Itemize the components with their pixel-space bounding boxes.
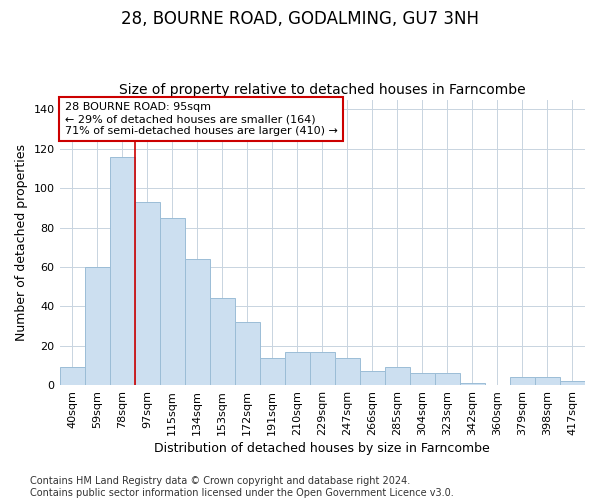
Text: Contains HM Land Registry data © Crown copyright and database right 2024.
Contai: Contains HM Land Registry data © Crown c… <box>30 476 454 498</box>
Bar <box>460 383 485 385</box>
Bar <box>285 352 310 385</box>
Bar <box>310 352 335 385</box>
Bar <box>385 368 410 385</box>
Bar <box>235 322 260 385</box>
Bar <box>335 358 360 385</box>
Title: Size of property relative to detached houses in Farncombe: Size of property relative to detached ho… <box>119 83 526 97</box>
Bar <box>85 267 110 385</box>
Bar <box>209 298 235 385</box>
Bar <box>535 377 560 385</box>
Bar <box>59 368 85 385</box>
Bar <box>360 372 385 385</box>
Bar <box>510 377 535 385</box>
Y-axis label: Number of detached properties: Number of detached properties <box>15 144 28 341</box>
Text: 28 BOURNE ROAD: 95sqm
← 29% of detached houses are smaller (164)
71% of semi-det: 28 BOURNE ROAD: 95sqm ← 29% of detached … <box>65 102 338 136</box>
Bar <box>160 218 185 385</box>
Text: 28, BOURNE ROAD, GODALMING, GU7 3NH: 28, BOURNE ROAD, GODALMING, GU7 3NH <box>121 10 479 28</box>
Bar <box>410 374 435 385</box>
X-axis label: Distribution of detached houses by size in Farncombe: Distribution of detached houses by size … <box>154 442 490 455</box>
Bar <box>134 202 160 385</box>
Bar <box>185 259 209 385</box>
Bar <box>110 156 134 385</box>
Bar <box>260 358 285 385</box>
Bar <box>435 374 460 385</box>
Bar <box>560 381 585 385</box>
